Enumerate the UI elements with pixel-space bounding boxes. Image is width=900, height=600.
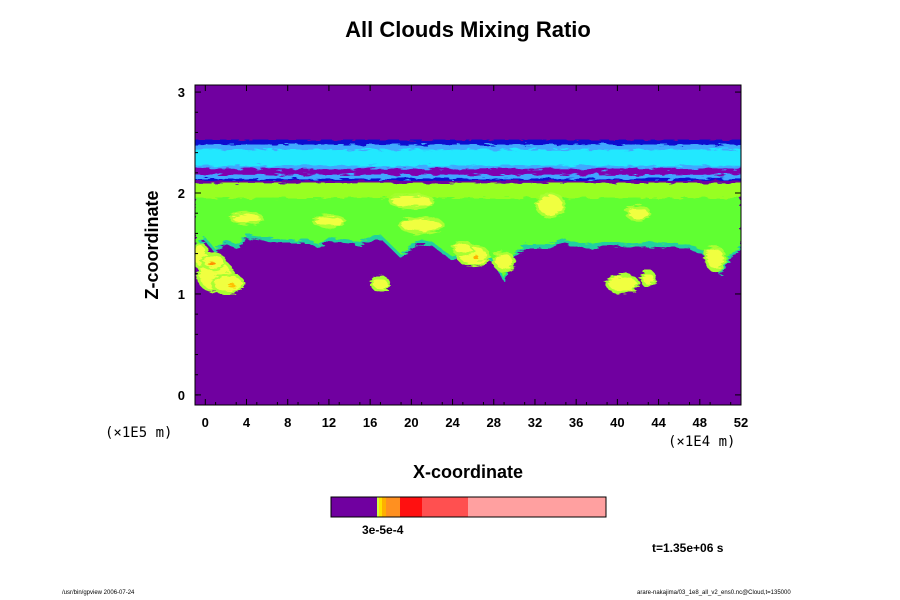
cell-core <box>232 214 261 223</box>
dark-stripe <box>195 168 741 175</box>
main-cloud-deck <box>195 182 741 282</box>
colorbar-segment <box>400 497 422 517</box>
cell-peak <box>228 283 237 288</box>
x-tick-label: 16 <box>363 415 377 430</box>
y-tick-label: 1 <box>178 287 185 302</box>
cell-core <box>401 219 442 232</box>
x-axis-unit: (×1E4 m) <box>668 434 736 450</box>
deck-top-band <box>195 182 741 199</box>
cell-core <box>454 243 471 254</box>
cell-core <box>608 276 637 291</box>
x-axis: 0 4 8 12 16 20 24 28 32 36 40 44 48 52 <box>202 85 748 430</box>
x-tick-label: 0 <box>202 415 209 430</box>
x-axis-title: X-coordinate <box>413 462 523 482</box>
cloud-cells <box>195 192 727 295</box>
cell-core <box>496 253 513 270</box>
chart-title: All Clouds Mixing Ratio <box>345 17 591 42</box>
footer-left: /usr/bin/gpview 2006-07-24 <box>62 590 135 596</box>
x-tick-label: 12 <box>322 415 336 430</box>
y-axis-unit: (×1E5 m) <box>105 425 173 441</box>
cell-core <box>627 208 648 219</box>
x-tick-label: 36 <box>569 415 583 430</box>
deck-green <box>195 184 741 278</box>
colorbar-segment <box>468 497 606 517</box>
x-tick-label: 52 <box>734 415 748 430</box>
x-tick-label: 44 <box>651 415 666 430</box>
plot-frame <box>194 84 742 406</box>
footer-right: arare-nakajima/03_1e8_all_v2_ens0.nc@Clo… <box>637 590 791 596</box>
y-tick-label: 0 <box>178 388 185 403</box>
colorbar-segment <box>422 497 468 517</box>
cell-core <box>314 217 343 226</box>
x-tick-label: 8 <box>284 415 291 430</box>
time-label: t=1.35e+06 s <box>652 541 724 555</box>
colorbar-segment <box>331 497 377 517</box>
cell-peak <box>472 254 479 259</box>
cell-core <box>391 196 432 207</box>
band-cyan <box>195 149 741 166</box>
x-tick-label: 40 <box>610 415 624 430</box>
cell-core <box>213 275 242 292</box>
y-axis-title: Z-coordinate <box>142 190 162 299</box>
x-tick-label: 24 <box>445 415 460 430</box>
colorbar-segment <box>377 497 379 517</box>
cell-core <box>373 278 388 289</box>
colorbar-segment <box>382 497 386 517</box>
y-tick-label: 2 <box>178 186 185 201</box>
x-tick-label: 32 <box>528 415 542 430</box>
cell-core <box>538 195 563 216</box>
colorbar-frame <box>330 496 607 518</box>
cell-core <box>643 272 654 285</box>
x-tick-label: 28 <box>487 415 501 430</box>
x-tick-label: 4 <box>243 415 251 430</box>
x-tick-label: 48 <box>693 415 707 430</box>
colorbar <box>330 496 607 518</box>
colorbar-label: 3e-5e-4 <box>362 523 404 537</box>
cell-peak <box>207 261 216 266</box>
cell-core <box>203 255 224 268</box>
y-tick-label: 3 <box>178 85 185 100</box>
upper-cloud-band <box>195 139 741 181</box>
y-axis: 0 1 2 3 <box>178 85 741 403</box>
x-tick-label: 20 <box>404 415 418 430</box>
heatmap-field <box>195 85 741 405</box>
colorbar-segment <box>379 497 382 517</box>
colorbar-segment <box>386 497 400 517</box>
cell-core <box>707 248 724 269</box>
